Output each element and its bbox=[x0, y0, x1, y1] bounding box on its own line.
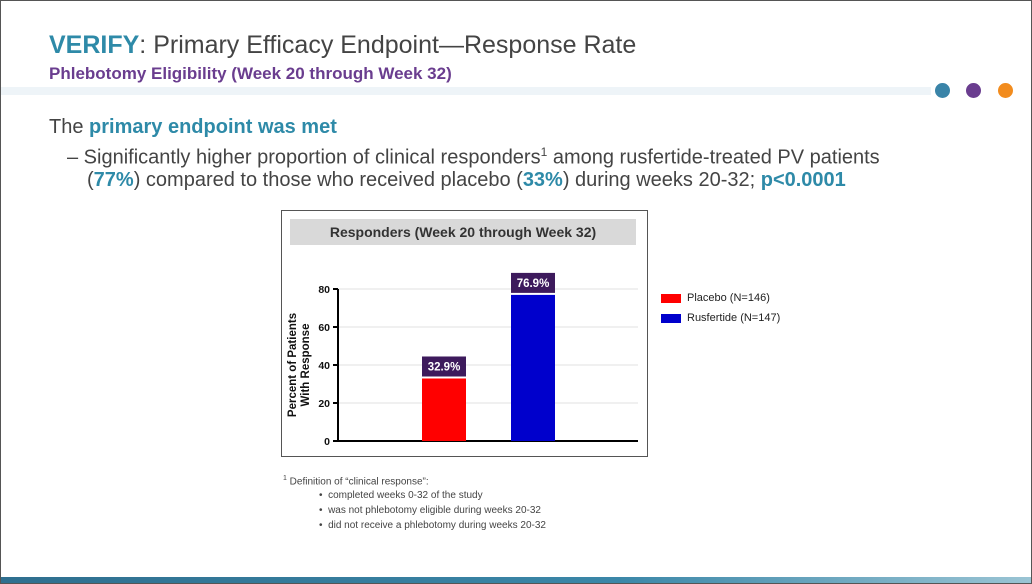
legend-item-rusfertide: Rusfertide (N=147) bbox=[661, 312, 780, 324]
rusfertide-rate: 77% bbox=[93, 169, 134, 191]
footnote-item-text: did not receive a phlebotomy during week… bbox=[328, 520, 546, 531]
bar bbox=[511, 294, 555, 441]
page-subtitle: Phlebotomy Eligibility (Week 20 through … bbox=[49, 64, 452, 83]
data-label-bg bbox=[511, 272, 555, 293]
legend-swatch-rusfertide bbox=[661, 313, 681, 323]
title-brand: VERIFY bbox=[49, 31, 140, 59]
y-tick-label: 80 bbox=[318, 284, 330, 296]
bar-chart: 0 20 40 60 80 32.9% 76.9% Percent of Patients… bbox=[287, 272, 638, 448]
legend-item-placebo: Placebo (N=146) bbox=[661, 292, 770, 304]
footnote-title: 1 Definition of “clinical response”: bbox=[283, 475, 429, 487]
chart-title: Responders (Week 20 through Week 32) bbox=[290, 219, 636, 245]
legend-label-rusfertide: Rusfertide (N=147) bbox=[687, 312, 781, 324]
sub-bullet-line-1: – Significantly higher proportion of cli… bbox=[67, 145, 880, 170]
page-title: VERIFY: Primary Efficacy Endpoint—Respon… bbox=[49, 31, 636, 60]
footnote-heading: Definition of “clinical response”: bbox=[286, 476, 429, 488]
footnote-marker: 1 bbox=[283, 475, 287, 482]
y-ticks: 0 20 40 60 80 bbox=[318, 284, 338, 448]
bottom-accent-bar bbox=[1, 577, 1031, 583]
footnote-item-text: was not phlebotomy eligible during weeks… bbox=[328, 505, 541, 516]
legend-label-placebo: Placebo (N=146) bbox=[687, 292, 770, 304]
y-tick-label: 60 bbox=[318, 322, 330, 334]
sub-bullet-text: among rusfertide-treated PV patients bbox=[547, 146, 880, 169]
footnote-ref: 1 bbox=[540, 145, 548, 159]
orange-dot-icon bbox=[998, 83, 1013, 98]
footnote-item-text: completed weeks 0-32 of the study bbox=[328, 490, 483, 501]
y-tick-label: 20 bbox=[318, 398, 330, 410]
sub-bullet-text: ) compared to those who received placebo… bbox=[133, 169, 523, 191]
p-value: p<0.0001 bbox=[760, 169, 846, 191]
sub-bullet-line-2: (77%) compared to those who received pla… bbox=[87, 169, 846, 192]
y-axis-label-line1: Percent of Patients bbox=[287, 313, 299, 417]
header-divider bbox=[1, 87, 931, 95]
legend-swatch-placebo bbox=[661, 293, 681, 303]
chart-container: Responders (Week 20 through Week 32) 0 20… bbox=[281, 210, 648, 457]
bar bbox=[422, 378, 466, 441]
placebo-rate: 33% bbox=[522, 169, 563, 191]
sub-bullet-text: ( bbox=[87, 169, 94, 191]
bullet-highlight: primary endpoint was met bbox=[89, 116, 337, 138]
teal-dot-icon bbox=[935, 83, 950, 98]
bars: 32.9% 76.9% bbox=[422, 272, 555, 441]
data-label-bg bbox=[422, 356, 466, 377]
data-label: 32.9% bbox=[428, 361, 461, 373]
footnote-item: • completed weeks 0-32 of the study bbox=[319, 490, 483, 501]
data-label: 76.9% bbox=[517, 278, 550, 290]
footnote-item: • was not phlebotomy eligible during wee… bbox=[319, 505, 541, 516]
grid-lines bbox=[338, 288, 638, 404]
title-text: : Primary Efficacy Endpoint—Response Rat… bbox=[139, 31, 637, 59]
bullet-text: The bbox=[49, 116, 90, 138]
purple-dot-icon bbox=[966, 83, 981, 98]
sub-bullet-text: – Significantly higher proportion of cli… bbox=[67, 146, 541, 169]
y-tick-label: 40 bbox=[318, 360, 330, 372]
sub-bullet-text: ) during weeks 20-32; bbox=[562, 169, 761, 191]
footnote-item: • did not receive a phlebotomy during we… bbox=[319, 520, 546, 531]
bullet-primary-endpoint: The primary endpoint was met bbox=[49, 116, 337, 139]
y-tick-label: 0 bbox=[324, 436, 330, 448]
y-axis-label-line2: With Response bbox=[300, 324, 312, 407]
